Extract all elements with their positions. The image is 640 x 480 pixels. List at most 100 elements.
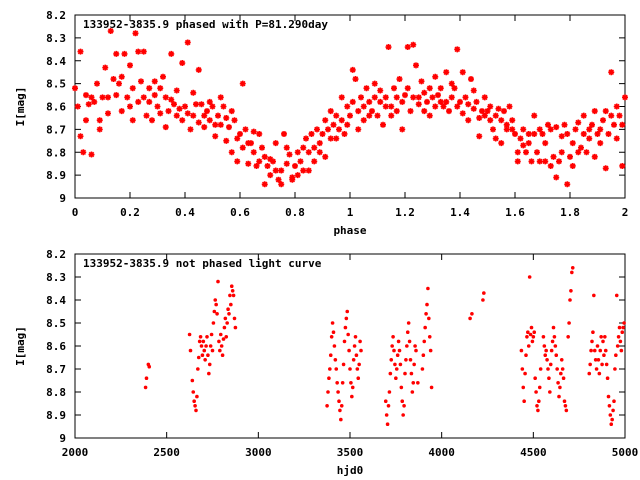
phased-data-point — [459, 110, 466, 117]
unphased-data-point — [228, 293, 232, 298]
unphased-data-point — [546, 367, 550, 371]
unphased-data-point — [212, 309, 217, 314]
unphased-data-point — [144, 376, 149, 381]
phased-data-point — [184, 39, 191, 46]
phased-data-point — [531, 112, 538, 119]
phased-data-point — [261, 181, 268, 188]
phased-data-point — [547, 162, 554, 169]
unphased-data-point — [401, 413, 405, 417]
unphased-data-point — [555, 367, 559, 371]
unphased-data-point — [591, 330, 595, 335]
unphased-data-point — [357, 362, 361, 367]
phased-data-point — [138, 78, 144, 85]
phased-data-point — [88, 94, 95, 101]
phased-data-point — [534, 149, 540, 156]
phased-data-point — [316, 149, 323, 156]
phased-data-point — [146, 98, 153, 105]
phased-data-point — [118, 108, 125, 115]
phased-data-point — [242, 126, 249, 133]
unphased-data-point — [226, 307, 230, 312]
phased-data-point — [118, 73, 125, 80]
phased-data-point — [561, 121, 568, 128]
phased-data-point — [124, 94, 131, 101]
unphased-data-point — [333, 358, 338, 362]
phased-data-point — [418, 78, 425, 85]
unphased-data-point — [403, 371, 407, 376]
phased-data-point — [545, 121, 551, 128]
phased-data-point — [336, 126, 342, 133]
phased-data-point — [283, 160, 290, 167]
unphased-data-point — [622, 321, 626, 325]
unphased-data-point — [389, 358, 394, 362]
phased-data-point — [88, 151, 95, 158]
phased-data-point — [443, 98, 450, 105]
phased-data-point — [212, 133, 219, 140]
phased-data-point — [267, 172, 274, 179]
phased-light-curve-panel: 0 0.2 0.4 0.6 0.8 1 1.2 1.4 1.6 1.8 2 8.2 8.3 8.4 8.5 8… — [14, 9, 628, 237]
unphased-data-point — [190, 378, 195, 383]
unphased-data-point — [231, 293, 236, 298]
phased-data-point — [176, 105, 183, 112]
unphased-data-point — [338, 408, 342, 413]
unphased-data-point — [596, 358, 601, 362]
phased-data-point — [454, 103, 461, 110]
unphased-data-point — [545, 358, 549, 362]
unphased-data-point — [214, 302, 218, 307]
unphased-data-point — [407, 339, 412, 344]
unphased-data-point — [332, 344, 337, 348]
phased-data-point — [143, 112, 150, 119]
phased-data-point — [580, 130, 587, 137]
phased-data-point — [371, 94, 378, 101]
phased-data-point — [503, 126, 510, 133]
unphased-data-point — [526, 330, 530, 335]
unphased-data-point — [587, 371, 592, 376]
unphased-points-group — [143, 266, 626, 427]
phased-data-point — [481, 112, 488, 119]
phased-data-point — [377, 87, 384, 94]
phased-data-point — [151, 78, 158, 85]
unphased-y-tick-label: 8.4 — [46, 294, 66, 307]
unphased-x-axis-label: hjd0 — [337, 464, 364, 477]
phased-data-point — [132, 30, 139, 37]
unphased-data-point — [597, 371, 602, 376]
unphased-data-point — [384, 413, 389, 417]
phased-data-point — [586, 126, 593, 133]
unphased-data-point — [522, 399, 526, 404]
phased-data-point — [140, 94, 147, 101]
phased-data-point — [85, 101, 92, 108]
unphased-data-point — [404, 358, 408, 362]
phased-data-point — [503, 121, 510, 128]
phased-data-point — [151, 92, 158, 99]
unphased-data-point — [215, 312, 219, 316]
unphased-data-point — [602, 353, 606, 358]
unphased-data-point — [224, 335, 229, 339]
unphased-data-point — [599, 335, 603, 339]
phased-data-point — [575, 149, 582, 156]
unphased-data-point — [620, 330, 625, 335]
phased-data-point — [319, 130, 326, 137]
unphased-data-point — [617, 325, 622, 330]
phased-data-point — [292, 162, 298, 169]
phased-data-point — [83, 117, 89, 124]
unphased-data-point — [218, 332, 223, 337]
phased-data-point — [520, 142, 527, 149]
phased-data-point — [239, 80, 246, 87]
phased-data-point — [311, 158, 318, 165]
phased-data-point — [465, 101, 472, 108]
phased-data-point — [300, 167, 307, 174]
phased-data-point — [553, 174, 560, 181]
unphased-data-point — [204, 344, 208, 348]
unphased-data-point — [199, 344, 204, 348]
unphased-data-point — [569, 289, 573, 293]
unphased-chart-title: 133952-3835.9 not phased light curve — [83, 257, 322, 270]
phased-y-axis-label: I[mag] — [14, 87, 27, 127]
unphased-y-axis-label: I[mag] — [14, 326, 27, 366]
unphased-data-point — [537, 385, 542, 390]
phased-data-point — [490, 126, 496, 133]
phased-data-point — [77, 48, 84, 55]
phased-data-point — [619, 121, 626, 128]
phased-data-point — [564, 130, 571, 137]
phased-data-point — [355, 126, 362, 133]
phased-data-point — [91, 98, 98, 105]
phased-data-point — [341, 130, 348, 137]
